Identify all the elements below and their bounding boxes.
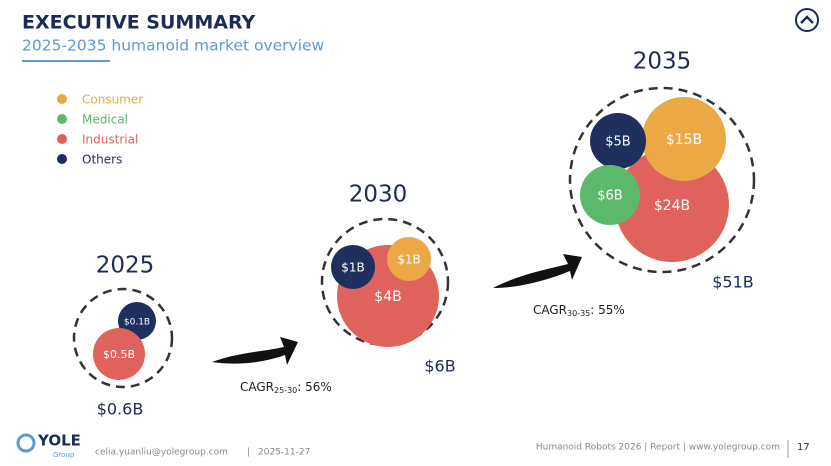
bubble-label: $4B <box>374 289 401 305</box>
legend-label: Others <box>82 153 122 167</box>
market-bubble <box>387 237 431 281</box>
year-label: 2030 <box>349 182 408 208</box>
year-label: 2035 <box>633 49 692 75</box>
subtitle: 2025-2035 humanoid market overview <box>22 37 325 55</box>
bubble-label: $5B <box>605 135 630 150</box>
cagr-rest: : 56% <box>297 380 332 394</box>
cagr-sub: 25-30 <box>274 386 297 395</box>
button-ring[interactable] <box>795 8 819 32</box>
chevron[interactable] <box>800 15 814 24</box>
cagr-sub: 30-35 <box>567 309 590 318</box>
legend-dot <box>57 94 67 104</box>
total-label: $51B <box>712 273 754 292</box>
bubble-label: $1B <box>397 253 421 267</box>
legend-label: Medical <box>82 113 128 127</box>
scroll-up-button[interactable] <box>795 8 819 32</box>
market-bubble <box>642 97 726 181</box>
year-ring <box>568 86 756 274</box>
year-ring <box>72 287 174 389</box>
cagr-main: CAGR <box>533 303 567 317</box>
bubble-label: $1B <box>341 261 365 275</box>
bubble-label: $0.5B <box>103 348 135 361</box>
logo-text: YOLE <box>37 432 81 450</box>
market-bubble <box>590 113 646 169</box>
cagr-rest: : 55% <box>590 303 625 317</box>
bubble-label: $0.1B <box>124 318 150 328</box>
legend-label: Consumer <box>82 93 143 107</box>
title: EXECUTIVE SUMMARY <box>22 12 256 34</box>
footer-source: Humanoid Robots 2026 | Report | www.yole… <box>536 443 780 453</box>
logo: YOLE Group <box>16 432 81 459</box>
total-label: $6B <box>424 357 455 376</box>
bubble-label: $24B <box>654 198 690 214</box>
market-bubble <box>93 328 145 380</box>
footer-separator: | <box>247 448 250 458</box>
market-bubble <box>580 165 640 225</box>
total-label: $0.6B <box>97 400 144 419</box>
cagr-label: CAGR30-35: 55% <box>533 303 625 318</box>
bubble-label: $6B <box>597 189 622 204</box>
market-bubble <box>331 245 375 289</box>
arrow <box>212 337 298 365</box>
legend-dot <box>57 114 67 124</box>
page-number: 17 <box>797 442 810 453</box>
cagr-main: CAGR <box>240 380 274 394</box>
logo-mark <box>16 433 36 453</box>
logo-sub: Group <box>53 451 75 459</box>
legend-dot <box>57 154 67 164</box>
legend-dot <box>57 134 67 144</box>
legend-label: Industrial <box>82 133 138 147</box>
bubble-label: $15B <box>666 132 702 148</box>
year-label: 2025 <box>96 253 155 279</box>
arrow <box>493 254 582 288</box>
footer-email: celia.yuanliu@yolegroup.com <box>95 448 228 458</box>
footer-date: 2025-11-27 <box>258 448 310 458</box>
cagr-label: CAGR25-30: 56% <box>240 380 332 395</box>
